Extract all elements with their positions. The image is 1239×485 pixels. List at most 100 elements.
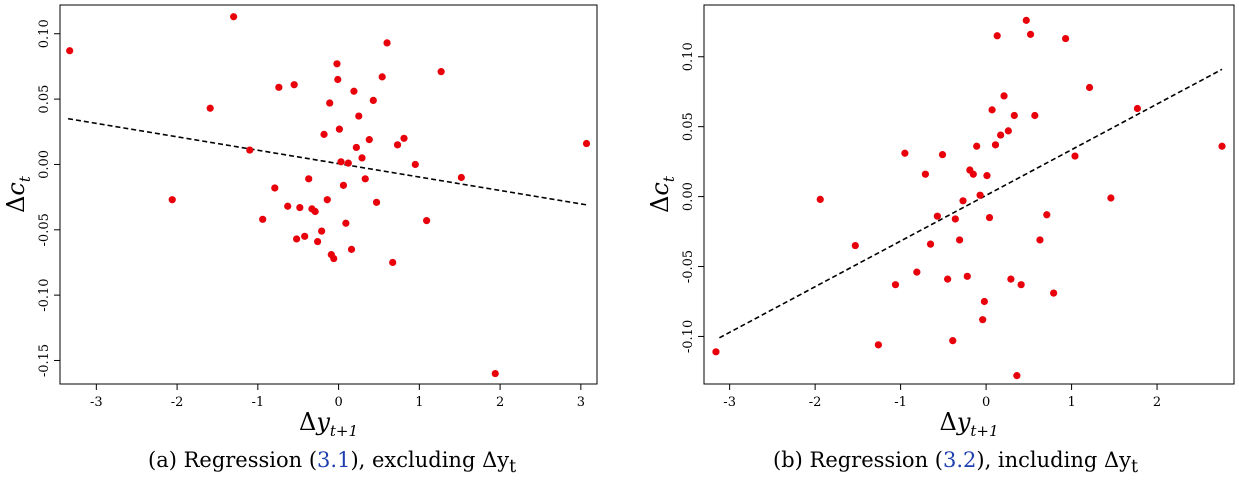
data-point [1133,104,1142,113]
data-point [988,106,996,114]
data-point [951,215,959,223]
data-point [901,149,909,157]
data-point [991,141,1000,149]
data-point [400,134,408,142]
data-point [955,236,964,244]
data-point [1031,111,1039,120]
data-point [352,143,360,152]
data-point [168,196,176,204]
data-point [335,125,344,133]
data-point [320,130,328,138]
caption-b-prefix: (b) Regression ( [773,448,943,472]
data-point [938,151,947,159]
caption-b-subscript: t [1131,457,1139,478]
data-point [259,215,267,223]
data-point [963,272,971,280]
data-point [411,160,419,169]
data-point [457,173,465,182]
data-point [372,198,381,206]
caption-b-equation-link[interactable]: 3.2 [942,448,977,472]
y-tick-label: -0.05 [681,250,696,283]
data-point [1026,30,1035,38]
data-point [926,240,935,248]
data-point [959,197,967,205]
data-point [326,99,334,107]
data-point [369,96,377,105]
y-axis-label: Δct [646,175,678,213]
x-tick-label: -2 [809,395,822,410]
y-axis-label: Δct [2,175,34,213]
x-tick-label: -3 [723,395,736,410]
panel-a-scatter-plot: -3 -2 -1 0 1 2 3 -0.15 -0.10 -0.05 0.00 0.05 0.10 Δyt… [2,4,598,440]
x-tick-label: -2 [171,395,184,410]
y-tick-label: -0.05 [37,213,52,246]
x-tick-label: 0 [334,395,342,410]
y-tick-label: -0.10 [37,278,52,311]
x-tick-label: -3 [90,395,103,410]
x-axis-label: Δyt+1 [299,408,358,440]
y-tick-label: 0.05 [37,85,52,114]
data-point [365,136,373,144]
data-point [1085,83,1094,92]
data-point [983,172,991,180]
data-point [337,158,345,166]
y-tick-label: -0.10 [681,320,696,353]
data-point [491,369,499,378]
x-tick-label: 1 [1067,395,1075,410]
caption-panel-a: (a) Regression (3.1), excluding Δyt [148,448,516,477]
caption-a-equation-link[interactable]: 3.1 [317,448,351,472]
data-point [1107,194,1115,202]
data-point [393,141,402,149]
data-point [1061,34,1070,43]
panel-b-scatter-plot: -3 -2 -1 0 1 2 -0.10 -0.05 0.00 0.05 0.10 Δyt+1 Δct [646,4,1235,440]
data-point [333,60,341,68]
data-point [342,219,350,227]
data-point [851,241,859,250]
x-axis-label: Δyt+1 [939,408,998,440]
data-point [913,268,921,276]
y-tick-label: 0.10 [681,42,696,71]
data-point [712,348,720,356]
data-point [293,235,301,243]
data-point [318,227,326,235]
data-point [1010,111,1018,120]
data-point [330,254,338,263]
data-point [230,13,238,21]
x-tick-label: 2 [1153,395,1161,410]
data-point [969,170,977,178]
data-point [313,237,322,246]
data-point [206,104,214,112]
data-point [1013,372,1021,380]
data-point [944,275,952,283]
data-point [1017,281,1025,289]
caption-panel-b: (b) Regression (3.2), including Δyt [773,448,1138,477]
data-point [334,75,342,84]
x-tick-label: 2 [496,395,504,410]
data-point [305,175,313,183]
data-point [423,217,431,225]
caption-a-suffix: ), excluding Δy [350,448,510,472]
data-point [323,196,331,204]
data-point [1007,275,1015,283]
data-point [949,337,957,345]
data-point [271,184,279,192]
data-point [296,203,304,212]
data-point [361,175,369,183]
caption-b-suffix: ), including Δy [976,448,1131,472]
y-tick-label: 0.00 [37,150,52,179]
plot-frame [703,4,1235,385]
data-point [921,170,930,178]
data-point [378,73,386,81]
data-point [301,232,309,240]
data-point [358,154,366,162]
data-point [339,181,348,189]
y-tick-label: 0.05 [681,112,696,141]
data-point [1043,211,1051,219]
data-point [275,83,283,91]
data-point [891,281,900,289]
data-point [980,297,988,306]
data-point [973,142,981,150]
data-point [1071,152,1079,160]
plot-frame [59,4,598,385]
data-point [389,258,397,267]
